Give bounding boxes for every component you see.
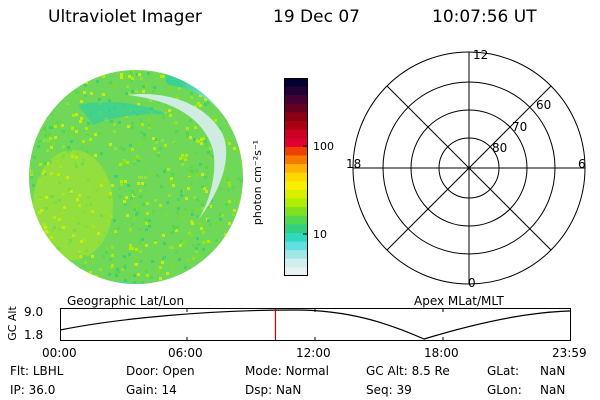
glon-value: NaN: [540, 383, 566, 397]
altitude-curve: [60, 309, 571, 340]
colorbar-cell: [284, 215, 308, 225]
colorbar-cell: [284, 164, 308, 174]
geographic-label: Geographic Lat/Lon: [67, 294, 185, 308]
dsp-value: NaN: [275, 383, 302, 397]
timeline-ymax: 9.0: [24, 305, 44, 319]
polar-grid: [352, 51, 586, 285]
polar-ring-label-80: 80: [492, 141, 508, 155]
gain-value: 14: [161, 383, 177, 397]
colorbar-cell: [284, 86, 308, 96]
apex-label: Apex MLat/MLT: [414, 294, 504, 308]
timeline-ylabel: GC Alt: [5, 306, 19, 341]
mode-value: Normal: [285, 364, 329, 378]
image-date: 19 Dec 07: [273, 7, 360, 27]
seq-value: 39: [396, 383, 412, 397]
timeline-tick-1800: 18:00: [424, 346, 459, 360]
gain-field: Gain: 14: [126, 383, 177, 397]
colorbar-cell: [284, 129, 308, 139]
colorbar-cell: [284, 198, 308, 208]
polar-ring-label-70: 70: [512, 120, 528, 134]
gcalt-value: 8.5 Re: [411, 364, 450, 378]
mode-field: Mode: Normal: [245, 364, 329, 378]
polar-label-6: 6: [578, 157, 586, 171]
polar-ring-label-60: 60: [536, 98, 552, 112]
seq-field: Seq: 39: [366, 383, 412, 397]
colorbar-cell: [284, 172, 308, 182]
ip-field: IP: 36.0: [10, 383, 56, 397]
auroral-image: [29, 70, 243, 284]
timeline-tick-1200: 12:00: [296, 346, 331, 360]
colorbar-cell: [284, 146, 308, 156]
colorbar-cell: [284, 103, 308, 113]
colorbar-cell: [284, 138, 308, 148]
colorbar-cell: [284, 155, 308, 165]
colorbar-cell: [284, 121, 308, 131]
polar-label-12: 12: [473, 48, 489, 62]
colorbar: [284, 78, 308, 276]
glon-label: GLon:: [487, 383, 522, 397]
gcalt-field: GC Alt: 8.5 Re: [366, 364, 450, 378]
colorbar-cell: [284, 189, 308, 200]
colorbar-tick-10: 10: [313, 228, 327, 241]
instrument-title: Ultraviolet Imager: [48, 7, 202, 27]
colorbar-cell: [284, 250, 308, 260]
dsp-field: Dsp: NaN: [245, 383, 302, 397]
colorbar-tick-100: 100: [313, 140, 334, 153]
ip-value: 36.0: [28, 383, 56, 397]
timeline-plot: [60, 308, 571, 341]
door-value: Open: [162, 364, 195, 378]
colorbar-cell: [284, 78, 308, 88]
timeline-tick-0600: 06:00: [168, 346, 203, 360]
colorbar-cell: [284, 181, 308, 191]
flt-value: LBHL: [32, 364, 64, 378]
colorbar-cell: [284, 258, 308, 268]
glat-label: GLat:: [487, 364, 520, 378]
polar-label-0: 0: [468, 276, 476, 290]
door-field: Door: Open: [126, 364, 195, 378]
colorbar-cell: [284, 241, 308, 251]
timeline-ymin: 1.8: [24, 328, 44, 342]
image-time: 10:07:56 UT: [432, 7, 537, 27]
polar-label-18: 18: [346, 157, 362, 171]
colorbar-unit-label: photon cm⁻²s⁻¹: [251, 139, 265, 226]
colorbar-cell: [284, 224, 308, 234]
colorbar-cell: [284, 207, 308, 217]
colorbar-cell: [284, 232, 308, 243]
colorbar-cell: [284, 112, 308, 122]
colorbar-cell: [284, 95, 308, 105]
glat-value: NaN: [540, 364, 566, 378]
timeline-tick-0000: 00:00: [42, 346, 77, 360]
colorbar-cell: [284, 267, 308, 276]
flt-field: Flt: LBHL: [10, 364, 64, 378]
timeline-tick-2359: 23:59: [552, 346, 587, 360]
